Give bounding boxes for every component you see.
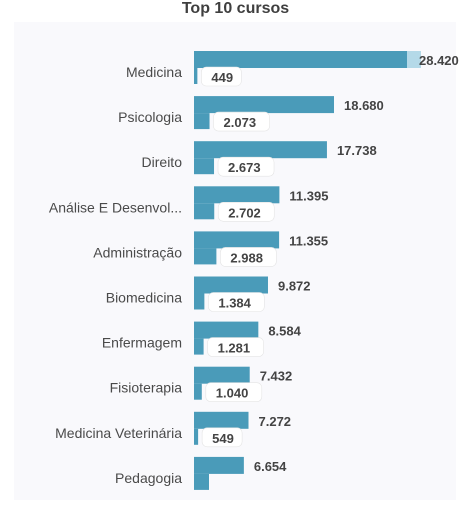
- value-label-secondary-row-6: 1.281: [218, 341, 251, 356]
- value-label-secondary-row-2: 2.673: [228, 160, 261, 175]
- value-label-primary-row-5: 9.872: [278, 279, 311, 294]
- category-label-row-1: Psicologia: [118, 109, 182, 125]
- value-label-primary-row-0: 28.420: [419, 53, 459, 68]
- value-label-primary-row-6: 8.584: [268, 324, 301, 339]
- bar-highlight-row-0: [407, 51, 421, 68]
- value-label-primary-row-3: 11.395: [289, 188, 328, 203]
- bar-secondary-row-2: [194, 158, 215, 175]
- value-label-secondary-row-1: 2.073: [224, 115, 257, 130]
- value-label-secondary-row-3: 2.702: [228, 205, 261, 220]
- bar-secondary-row-5: [194, 293, 205, 310]
- bar-secondary-row-8: [194, 428, 199, 445]
- value-label-primary-row-4: 11.355: [289, 233, 328, 248]
- value-box-secondary-row-2: [217, 156, 275, 177]
- bar-secondary-row-7: [194, 383, 202, 400]
- value-label-primary-row-9: 6.654: [254, 459, 287, 474]
- category-label-row-0: Medicina: [126, 64, 182, 80]
- bar-primary-row-4: [194, 231, 280, 249]
- value-box-secondary-row-4: [220, 247, 277, 267]
- bar-primary-row-8: [194, 411, 249, 429]
- category-label-row-3: Análise E Desenvol...: [49, 199, 182, 215]
- value-label-primary-row-1: 18.680: [344, 98, 384, 113]
- bar-primary-row-5: [194, 276, 268, 294]
- bar-primary-row-1: [194, 96, 335, 114]
- category-label-row-8: Medicina Veterinária: [55, 425, 182, 441]
- value-box-secondary-row-0: [201, 66, 242, 87]
- bar-primary-row-9: [194, 456, 244, 474]
- value-box-secondary-row-8: [201, 427, 243, 448]
- value-box-secondary-row-7: [205, 382, 263, 403]
- value-box-secondary-row-3: [217, 202, 275, 222]
- bar-secondary-row-4: [194, 248, 217, 265]
- value-box-secondary-row-6: [207, 337, 264, 357]
- bar-primary-row-7: [194, 366, 250, 384]
- bar-primary-row-0: [194, 51, 407, 68]
- category-label-row-7: Fisioterapia: [110, 380, 183, 396]
- value-label-primary-row-7: 7.432: [260, 369, 293, 384]
- bar-secondary-row-9: [194, 473, 209, 490]
- value-label-secondary-row-7: 1.040: [216, 386, 249, 401]
- bar-primary-row-6: [194, 321, 259, 339]
- category-label-row-5: Biomedicina: [106, 290, 182, 306]
- category-label-row-2: Direito: [142, 154, 183, 170]
- chart-title: Top 10 cursos: [181, 0, 290, 17]
- value-label-secondary-row-5: 1.384: [218, 296, 251, 311]
- value-label-primary-row-2: 17.738: [337, 143, 377, 158]
- value-label-secondary-row-4: 2.988: [230, 250, 263, 265]
- value-box-secondary-row-5: [208, 292, 265, 312]
- value-box-secondary-row-1: [213, 111, 270, 132]
- bar-primary-row-3: [194, 186, 280, 204]
- category-label-row-9: Pedagogia: [115, 470, 182, 486]
- category-label-row-4: Administração: [93, 244, 182, 260]
- bar-primary-row-2: [194, 141, 327, 159]
- category-label-row-6: Enfermagem: [102, 335, 182, 351]
- value-label-primary-row-8: 7.272: [259, 414, 292, 429]
- bar-secondary-row-1: [194, 113, 210, 130]
- bar-secondary-row-6: [194, 338, 204, 355]
- value-label-secondary-row-0: 449: [211, 70, 233, 85]
- value-label-secondary-row-8: 549: [212, 431, 234, 446]
- bar-secondary-row-0: [194, 68, 198, 84]
- bar-secondary-row-3: [194, 203, 215, 220]
